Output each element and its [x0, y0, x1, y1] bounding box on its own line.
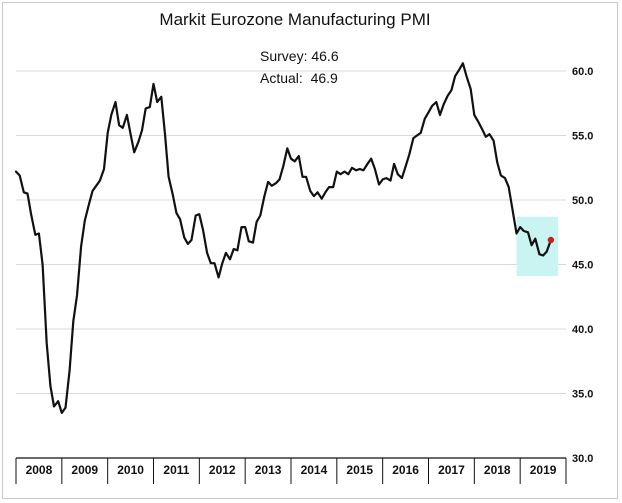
- x-tick-label: 2016: [392, 463, 419, 477]
- survey-label: Survey:: [260, 48, 308, 64]
- chart-title: Markit Eurozone Manufacturing PMI: [159, 10, 431, 29]
- actual-label: Actual:: [260, 70, 303, 86]
- survey-annotation: Survey: 46.6: [260, 48, 339, 64]
- x-tick-label: 2011: [163, 463, 189, 477]
- series-line-0: [14, 62, 553, 414]
- actual-annotation: Actual: 46.9: [260, 70, 338, 86]
- latest-point-marker: [547, 236, 555, 244]
- y-tick-label: 50.0: [572, 195, 593, 207]
- x-tick-label: 2013: [255, 463, 282, 477]
- y-tick-label: 55.0: [572, 131, 593, 143]
- x-tick-label: 2008: [26, 463, 53, 477]
- x-tick-label: 2014: [301, 463, 328, 477]
- x-tick-label: 2018: [484, 463, 511, 477]
- y-tick-label: 40.0: [572, 324, 593, 336]
- x-tick-label: 2009: [71, 463, 98, 477]
- y-tick-label: 60.0: [572, 66, 593, 78]
- x-tick-label: 2012: [209, 463, 236, 477]
- x-tick-label: 2015: [346, 463, 373, 477]
- chart-frame: [2, 2, 618, 499]
- x-tick-label: 2017: [438, 463, 465, 477]
- x-tick-label: 2010: [117, 463, 144, 477]
- survey-value: 46.6: [311, 48, 339, 64]
- actual-value: 46.9: [310, 70, 338, 86]
- y-tick-label: 35.0: [572, 389, 593, 401]
- y-tick-label: 45.0: [572, 260, 593, 272]
- y-tick-label: 30.0: [572, 453, 593, 465]
- x-tick-label: 2019: [530, 463, 557, 477]
